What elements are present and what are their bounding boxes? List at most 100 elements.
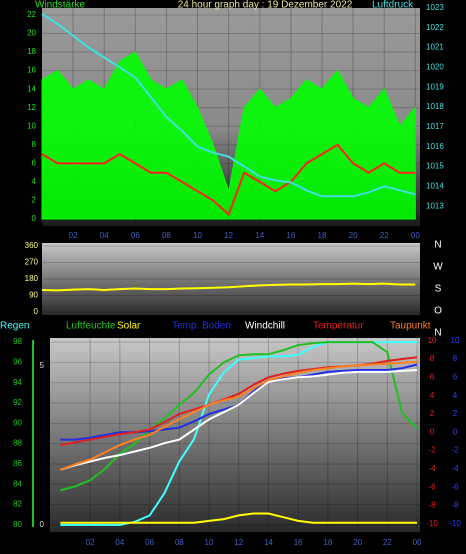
y2-tick-label: -10 — [449, 519, 461, 528]
x-tick-label: 08 — [162, 231, 171, 240]
line — [41, 143, 416, 217]
line — [60, 369, 418, 471]
legend-label: Windchill — [245, 321, 285, 332]
x-tick-label: 18 — [323, 538, 332, 547]
y2-tick-label: 0 — [430, 427, 435, 436]
y-tick-label: 12 — [27, 103, 36, 112]
y2-tick-label: -10 — [426, 519, 438, 528]
x-tick-label: 16 — [286, 231, 295, 240]
panel-background — [42, 243, 420, 315]
compass-label: S — [435, 284, 442, 295]
y2-axis-label: Luftdruck — [372, 0, 414, 11]
y-tick-label: 92 — [13, 398, 22, 407]
y2-tick-label: -8 — [451, 501, 459, 510]
legend-label: Temperatur — [313, 321, 364, 332]
y-axis-label: Windstärke — [35, 0, 85, 11]
line — [60, 512, 417, 524]
x-tick-label: 14 — [255, 231, 264, 240]
compass-label: N — [434, 328, 441, 339]
y2-tick-label: 10 — [451, 336, 460, 345]
y2-tick-label: 1018 — [426, 102, 444, 111]
y-tick-label: 88 — [13, 439, 22, 448]
line — [41, 282, 416, 292]
x-tick-label: 00 — [411, 231, 420, 240]
x-tick-label: 20 — [349, 231, 358, 240]
y2-tick-label: 1014 — [426, 181, 444, 190]
y2-tick-label: 8 — [430, 354, 435, 363]
x-tick-label: 22 — [383, 538, 392, 547]
y-tick-label: 16 — [27, 66, 36, 75]
y2-tick-label: 2 — [430, 409, 435, 418]
x-tick-label: 02 — [69, 231, 78, 240]
x-tick-label: 20 — [353, 538, 362, 547]
y2-tick-label: -4 — [428, 464, 436, 473]
y-tick-label: 270 — [25, 258, 39, 267]
y2-tick-label: 10 — [428, 336, 437, 345]
y2-tick-label: 1022 — [426, 23, 444, 32]
x-tick-label: 04 — [100, 231, 109, 240]
x-tick-label: 02 — [86, 538, 95, 547]
x-tick-label: 16 — [294, 538, 303, 547]
y2-tick-label: -2 — [451, 446, 459, 455]
x-tick-label: 18 — [318, 231, 327, 240]
y-tick-label: 82 — [13, 500, 22, 509]
y-tick-label: 84 — [13, 479, 22, 488]
y2-tick-label: -6 — [451, 482, 459, 491]
y-tick-label: 90 — [13, 418, 22, 427]
y-tick-label: 18 — [27, 47, 36, 56]
legend-label: Luftfeuchte — [66, 321, 116, 332]
y2-tick-label: -8 — [428, 501, 436, 510]
y-tick-label: 80 — [13, 520, 22, 529]
legend-label: Taupunkt — [390, 321, 431, 332]
y2-tick-label: 1023 — [426, 3, 444, 12]
legend-label: Solar — [117, 321, 141, 332]
compass-label: O — [434, 306, 442, 317]
y2-tick-label: -6 — [428, 482, 436, 491]
x-tick-label: 10 — [205, 538, 214, 547]
y2-tick-label: 4 — [453, 391, 458, 400]
chart-title: 24 hour graph day : 19 Dezember 2022 — [178, 0, 353, 11]
x-tick-label: 12 — [224, 231, 233, 240]
y-tick-label: 4 — [32, 177, 37, 186]
y-tick-label: 360 — [25, 241, 39, 250]
x-tick-label: 08 — [175, 538, 184, 547]
y2-tick-label: 1016 — [426, 142, 444, 151]
area — [41, 51, 416, 220]
x-tick-label: 06 — [145, 538, 154, 547]
y-tick-label: 6 — [32, 158, 37, 167]
line — [60, 360, 418, 471]
y-tick-label: 14 — [27, 84, 36, 93]
y2-tick-label: 1015 — [426, 162, 444, 171]
y2-tick-label: 1021 — [426, 43, 444, 52]
x-tick-label: 04 — [115, 538, 124, 547]
y3-tick-label: 0 — [40, 520, 45, 529]
y-tick-label: 86 — [13, 459, 22, 468]
x-tick-label: 00 — [413, 538, 422, 547]
y2-tick-label: 8 — [453, 354, 458, 363]
y-tick-label: 0 — [32, 214, 37, 223]
x-tick-label: 22 — [380, 231, 389, 240]
y-tick-label: 98 — [13, 337, 22, 346]
y-tick-label: 22 — [27, 10, 36, 19]
y-tick-label: 90 — [29, 291, 38, 300]
legend-label: Regen — [0, 321, 29, 332]
x-tick-label: 10 — [193, 231, 202, 240]
line — [41, 13, 416, 198]
x-tick-label: 12 — [234, 538, 243, 547]
y-tick-label: 94 — [13, 378, 22, 387]
legend-label: Temp. Boden — [172, 321, 231, 332]
y2-tick-label: 1017 — [426, 122, 444, 131]
y2-tick-label: 1020 — [426, 63, 444, 72]
x-tick-label: 06 — [131, 231, 140, 240]
compass-label: N — [434, 240, 441, 251]
line — [60, 341, 418, 492]
y2-tick-label: 4 — [430, 391, 435, 400]
y2-tick-label: 1019 — [426, 82, 444, 91]
y2-tick-label: 2 — [453, 409, 458, 418]
y-tick-label: 10 — [27, 121, 36, 130]
compass-label: W — [433, 262, 443, 273]
y2-tick-label: 6 — [430, 372, 435, 381]
y-tick-label: 180 — [25, 274, 39, 283]
y2-tick-label: -4 — [451, 464, 459, 473]
